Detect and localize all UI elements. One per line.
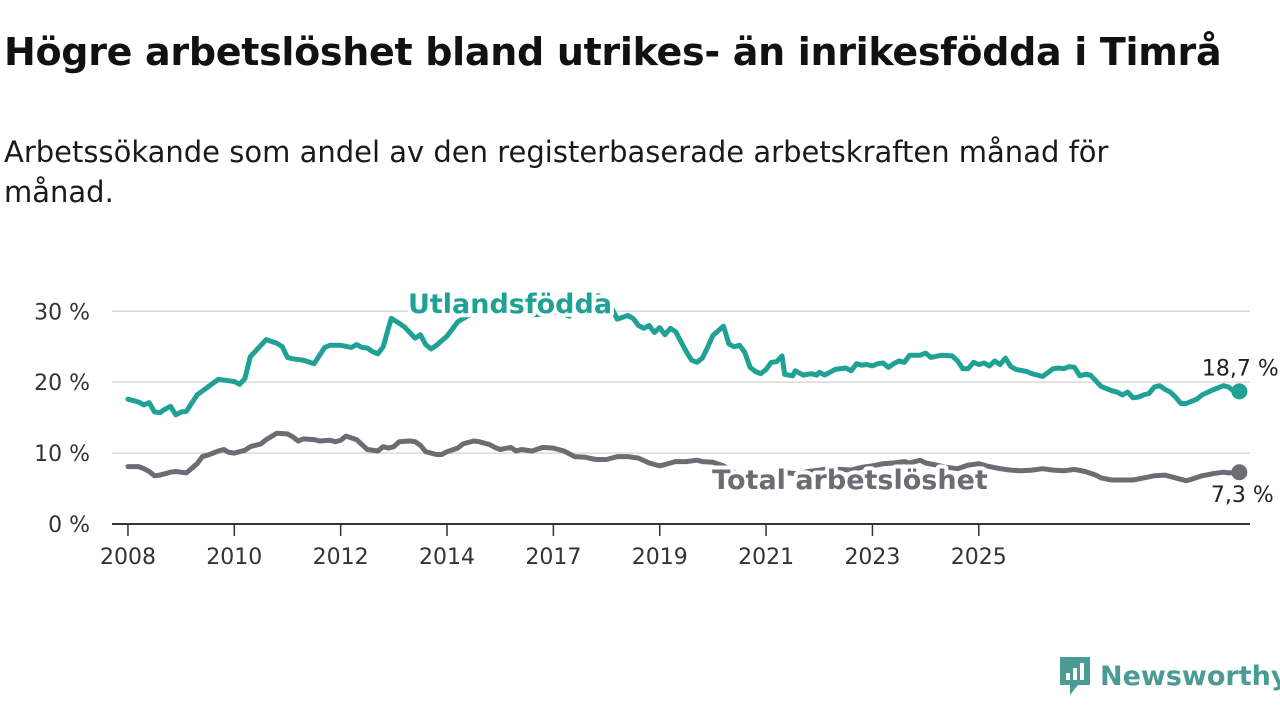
x-tick-label: 2023 bbox=[844, 545, 900, 570]
series-line-utlandsfodda bbox=[125, 293, 1242, 418]
y-tick-label: 30 % bbox=[34, 300, 90, 325]
chart-title: Högre arbetslöshet bland utrikes- än inr… bbox=[4, 30, 1222, 74]
x-axis: 2008 2010 2012 2014 2017 2019 2021 2023 2025 bbox=[100, 523, 1250, 570]
newsworthy-logo: Newsworthy bbox=[1058, 654, 1280, 698]
series-name-label: Utlandsfödda bbox=[408, 289, 612, 320]
newsworthy-logo-icon bbox=[1060, 657, 1090, 695]
gridlines bbox=[112, 310, 1250, 454]
end-value-label: 7,3 % bbox=[1211, 483, 1274, 508]
series-name-label: Total arbetslöshet bbox=[712, 465, 988, 496]
newsworthy-brand-name: Newsworthy bbox=[1100, 660, 1280, 692]
x-tick-label: 2010 bbox=[206, 545, 262, 570]
series-lines bbox=[125, 293, 1248, 484]
y-tick-label: 0 % bbox=[48, 513, 90, 538]
chart-subtitle: Arbetssökande som andel av den registerb… bbox=[4, 135, 1109, 209]
x-tick-label: 2012 bbox=[313, 545, 369, 570]
series-end-point bbox=[1231, 383, 1248, 400]
y-tick-label: 20 % bbox=[34, 371, 90, 396]
end-value-label: 18,7 % bbox=[1202, 356, 1279, 381]
series-labels: 18,7 % 7,3 % Utlandsfödda Total arbetslöshe… bbox=[404, 285, 1279, 508]
series-end-point bbox=[1231, 464, 1248, 481]
series-line-total bbox=[125, 430, 1242, 484]
x-tick-label: 2017 bbox=[525, 545, 581, 570]
x-tick-label: 2021 bbox=[738, 545, 794, 570]
x-tick-label: 2014 bbox=[419, 545, 475, 570]
y-tick-label: 10 % bbox=[34, 442, 90, 467]
x-tick-label: 2025 bbox=[951, 545, 1007, 570]
x-tick-label: 2008 bbox=[100, 545, 156, 570]
y-axis: 0 % 10 % 20 % 30 % bbox=[34, 300, 90, 538]
x-tick-label: 2019 bbox=[632, 545, 688, 570]
